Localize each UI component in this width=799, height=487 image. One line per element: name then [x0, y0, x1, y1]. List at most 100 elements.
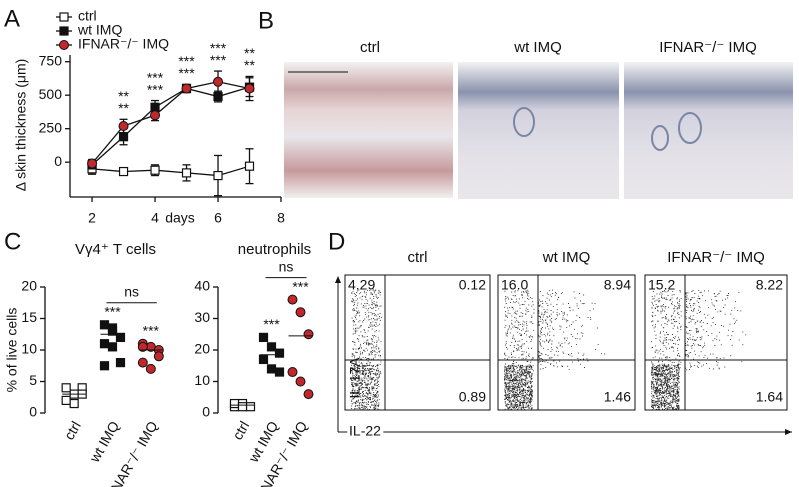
- legend-label: IFNAR⁻/⁻ IMQ: [78, 36, 169, 52]
- x-tick-label: 2: [88, 210, 96, 226]
- marker: [118, 166, 129, 177]
- y-tick-label: 20: [194, 341, 210, 357]
- marker: [107, 326, 118, 336]
- panel-label: A: [4, 5, 20, 32]
- y-tick-label: 10: [21, 341, 37, 357]
- marker: [237, 402, 248, 412]
- quadrant-value: 4.29: [348, 277, 375, 293]
- marker: [99, 361, 110, 371]
- marker: [137, 341, 148, 352]
- marker: [99, 320, 110, 330]
- quadrant-value: 0.12: [459, 277, 486, 293]
- legend-label: ctrl: [78, 8, 97, 24]
- events: [351, 289, 382, 411]
- legend-marker: [59, 12, 69, 22]
- marker: [181, 168, 192, 178]
- events: [651, 289, 747, 411]
- marker: [303, 329, 314, 340]
- panel-label: C: [4, 228, 21, 255]
- chart-title: Vγ4⁺ T cells: [75, 241, 156, 258]
- marker: [145, 363, 156, 374]
- series-line: [91, 81, 250, 164]
- x-tick-label: 4: [151, 210, 159, 226]
- marker: [245, 402, 256, 412]
- panel-label: B: [258, 7, 274, 34]
- y-tick-label: 750: [39, 52, 63, 68]
- marker: [295, 307, 306, 318]
- series-line: [91, 165, 250, 177]
- marker: [61, 395, 71, 405]
- marker: [213, 91, 223, 102]
- y-tick-label: 0: [29, 404, 37, 420]
- marker: [244, 83, 255, 94]
- marker: [118, 121, 129, 131]
- significance: ***: [147, 69, 164, 85]
- quadrant-value: 15.2: [648, 277, 675, 293]
- y-tick-label: 15: [21, 309, 37, 325]
- significance: **: [244, 57, 255, 73]
- legend-marker: [59, 40, 69, 50]
- y-tick-label: 250: [39, 119, 63, 135]
- y-axis-label: Δ skin thickness (μm): [13, 59, 29, 192]
- legend-label: wt IMQ: [77, 22, 122, 38]
- flow-plot: [644, 274, 788, 411]
- events: [504, 289, 606, 411]
- quadrant-value: 1.46: [604, 389, 631, 405]
- significance: ***: [143, 322, 160, 338]
- significance: **: [118, 88, 129, 104]
- marker: [87, 158, 98, 169]
- marker: [69, 398, 79, 409]
- x-tick-label: ctrl: [229, 418, 252, 442]
- marker: [229, 398, 240, 409]
- quadrant-value: 8.94: [604, 277, 631, 293]
- x-axis-label: days: [165, 210, 195, 226]
- arrow-head: [335, 276, 341, 283]
- significance: ***: [210, 52, 227, 68]
- marker: [99, 339, 110, 349]
- marker: [303, 389, 314, 400]
- image-title: wt IMQ: [513, 39, 562, 56]
- image-title: IFNAR⁻/⁻ IMQ: [659, 39, 757, 56]
- plot-title: ctrl: [408, 249, 428, 266]
- histology-image: [624, 62, 793, 199]
- x-axis-label: IL-22: [349, 423, 381, 439]
- marker: [266, 364, 277, 374]
- histology-image: [284, 62, 453, 198]
- y-tick-label: 40: [194, 278, 210, 294]
- chart-title: neutrophils: [238, 241, 311, 258]
- marker: [61, 383, 71, 393]
- flow-plot: [344, 274, 491, 411]
- marker: [274, 367, 285, 377]
- marker: [118, 132, 129, 142]
- x-tick-label: wt IMQ: [86, 418, 123, 465]
- y-tick-label: 0: [54, 153, 62, 169]
- y-tick-label: 500: [39, 86, 63, 102]
- comparison-label: ns: [124, 284, 139, 300]
- significance: ***: [263, 316, 280, 332]
- significance: **: [244, 45, 255, 61]
- histology-image: [458, 62, 619, 199]
- plot-title: wt IMQ: [542, 249, 591, 266]
- marker: [266, 342, 277, 352]
- marker: [258, 332, 269, 342]
- significance: ***: [147, 81, 164, 97]
- ihc: [513, 107, 702, 151]
- marker: [244, 161, 255, 171]
- marker: [115, 332, 126, 342]
- y-tick-label: 30: [194, 309, 210, 325]
- marker: [137, 357, 148, 368]
- marker: [213, 76, 224, 87]
- y-axis-label: % of live cells: [4, 308, 20, 393]
- marker: [181, 83, 192, 94]
- x-tick-label: 6: [214, 210, 222, 226]
- marker: [107, 342, 118, 352]
- y-axis-label: IL-17A: [347, 357, 363, 399]
- plot-title: IFNAR⁻/⁻ IMQ: [667, 249, 765, 266]
- marker: [274, 348, 285, 358]
- image-title: ctrl: [360, 39, 380, 56]
- marker: [150, 110, 161, 121]
- marker: [287, 294, 298, 305]
- marker: [213, 170, 223, 181]
